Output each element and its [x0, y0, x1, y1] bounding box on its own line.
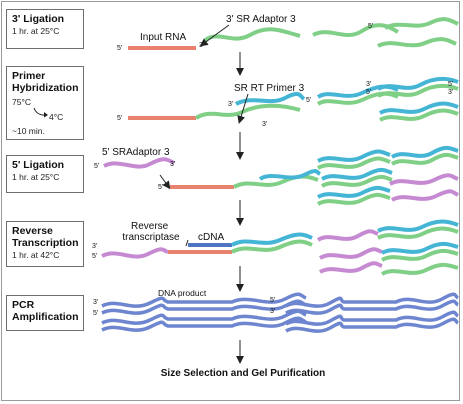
free-adaptor-3: [377, 226, 459, 240]
free-rt-primer: [317, 185, 391, 199]
free-adaptor-5: [319, 247, 383, 260]
step-temp-end: 4°C: [49, 112, 64, 122]
adaptor-3-strand: [203, 27, 301, 42]
free-adaptor-3: [321, 174, 393, 188]
step-title: Primer Hybridization: [12, 70, 79, 94]
pointer-arrow: [185, 239, 189, 247]
end-label: 3': [92, 243, 97, 250]
rt-primer-strand: [258, 169, 322, 181]
free-adaptor-5: [319, 261, 383, 274]
rt-primer-strand: [231, 232, 313, 247]
end-label: 5': [94, 163, 99, 170]
free-rt-primer: [377, 77, 459, 91]
step-duration: ~10 min.: [12, 126, 45, 136]
end-label: 3': [93, 299, 98, 306]
end-label: 5': [92, 253, 97, 260]
free-adaptor-3: [379, 108, 459, 122]
free-adaptor-3: [317, 192, 391, 206]
pointer-arrow: [237, 93, 249, 124]
adaptor-3-strand: [194, 103, 301, 120]
step-title: Reverse Transcription: [12, 225, 79, 249]
dna-product-duplex: [285, 310, 460, 333]
free-rt-primer: [390, 145, 459, 159]
end-label: 5': [448, 81, 453, 88]
step-condition: 1 hr. at 25°C: [12, 172, 60, 182]
end-label: 3': [448, 89, 453, 96]
end-label: 5': [93, 310, 98, 317]
step-title: 3' Ligation: [12, 13, 65, 25]
free-adaptor-3: [377, 37, 457, 48]
reverse-transcriptase-label: Reverse transcriptase: [122, 221, 180, 243]
end-label: 3': [170, 161, 175, 168]
sr-adaptor-5-label: 5' SRAdaptor 3: [102, 147, 170, 158]
free-adaptor-3: [317, 156, 391, 170]
end-label: 5': [117, 115, 122, 122]
free-rt-primer: [377, 219, 459, 233]
free-adaptor-3: [381, 248, 459, 262]
step-condition: 1 hr. at 25°C: [12, 26, 60, 36]
free-adaptor-3: [381, 262, 459, 276]
pointer-arrow: [199, 24, 230, 47]
free-rt-primer: [317, 149, 391, 163]
end-label: 5': [306, 97, 311, 104]
step-box-primer-hybridization: Primer Hybridization 75°C 4°C ~10 min.: [6, 66, 84, 140]
pointer-arrow: [159, 174, 171, 190]
free-adaptor-3: [384, 17, 459, 30]
end-label: 3': [199, 42, 204, 49]
adaptor-3-strand: [233, 174, 319, 189]
sr-rt-primer-label: SR RT Primer 3: [234, 83, 305, 94]
rt-label-line1: Reverse: [131, 221, 169, 232]
rt-primer-strand: [235, 92, 306, 106]
end-label: 5': [368, 23, 373, 30]
step-title: 5' Ligation: [12, 159, 65, 171]
step-box-5-ligation: 5' Ligation 1 hr. at 25°C: [6, 155, 84, 193]
free-rt-primer: [321, 167, 393, 181]
end-label: 5': [117, 45, 122, 52]
adaptor-5-strand: [103, 157, 175, 169]
end-label: 3': [270, 308, 275, 315]
adaptor-3-strand: [231, 239, 313, 254]
step-condition: 1 hr. at 42°C: [12, 250, 60, 260]
final-step-label: Size Selection and Gel Purification: [161, 368, 325, 379]
dna-product-duplex: [285, 292, 460, 315]
end-label: 5': [158, 184, 163, 191]
free-rt-primer: [379, 101, 459, 115]
dna-product-label: DNA product: [158, 288, 207, 298]
end-label: 5': [366, 89, 371, 96]
rt-label-line2: transcriptase: [122, 232, 180, 243]
free-adaptor-5: [391, 189, 459, 202]
dna-product-duplex: [101, 292, 307, 315]
cdna-label: cDNA: [198, 232, 224, 243]
step-temp-start: 75°C: [12, 97, 31, 107]
end-label: 5': [270, 297, 275, 304]
step-box-pcr-amplification: PCR Amplification: [6, 295, 84, 331]
input-rna-label: Input RNA: [140, 32, 186, 43]
end-label: 3': [262, 121, 267, 128]
sr-adaptor-3-label: 3' SR Adaptor 3: [226, 14, 296, 25]
step-box-reverse-transcription: Reverse Transcription 1 hr. at 42°C: [6, 221, 84, 267]
step-box-3-ligation: 3' Ligation 1 hr. at 25°C: [6, 9, 84, 49]
end-label: 3': [366, 81, 371, 88]
step-title: PCR Amplification: [12, 299, 79, 323]
free-adaptor-5: [389, 173, 459, 186]
free-rt-primer: [381, 241, 459, 255]
end-label: 3': [228, 101, 233, 108]
free-adaptor-3: [390, 152, 459, 166]
free-adaptor-5: [316, 229, 379, 242]
cooling-arrow-icon: [33, 107, 48, 118]
adaptor-5-strand: [101, 247, 169, 259]
free-adaptor-3: [377, 84, 459, 98]
